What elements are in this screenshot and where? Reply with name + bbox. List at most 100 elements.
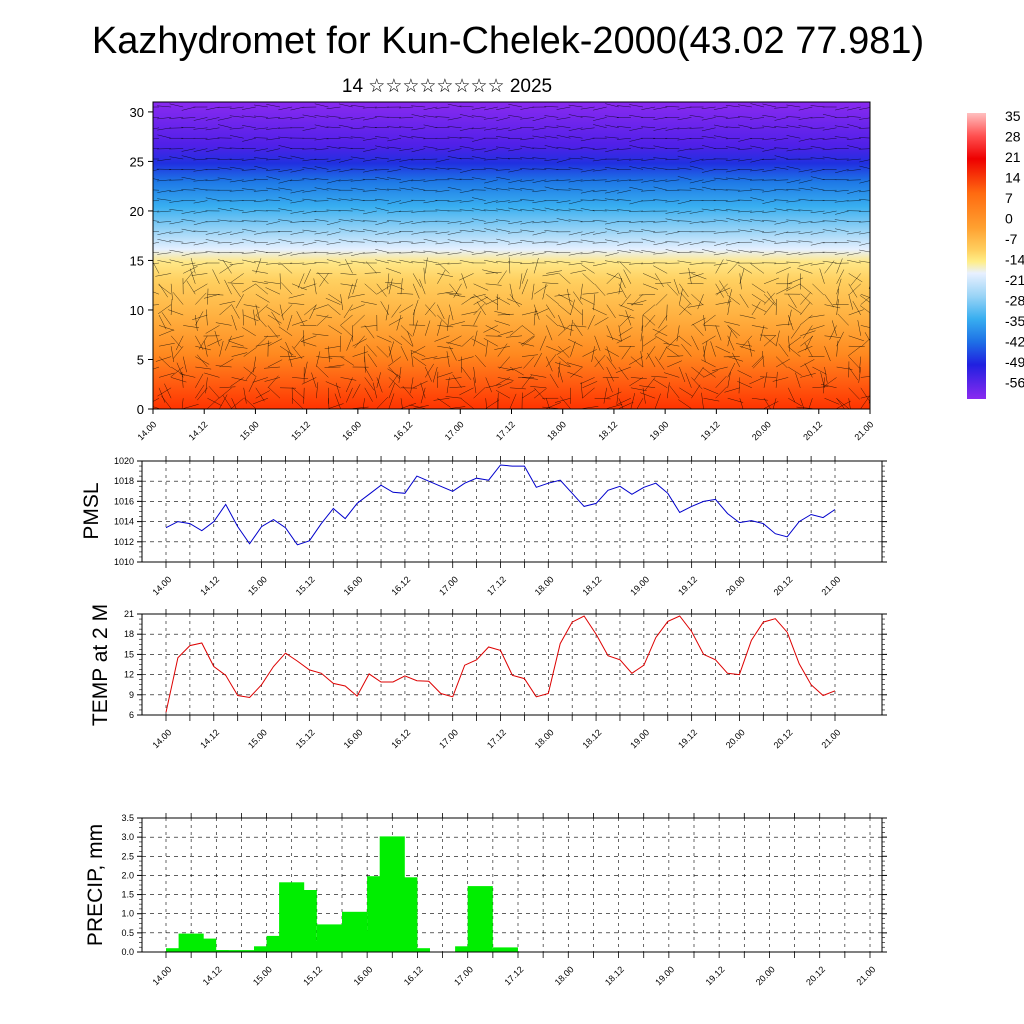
wind-barb [776, 266, 791, 274]
wind-barb [153, 231, 160, 233]
wind-barb [473, 366, 476, 383]
wind-barb [812, 366, 827, 375]
wind-barb [495, 219, 510, 222]
wind-barb [521, 389, 536, 399]
wind-barb [253, 137, 268, 139]
wind-barb [725, 209, 740, 212]
wind-barb [787, 387, 796, 403]
wind-barb [496, 127, 510, 131]
wind-barb [846, 137, 861, 140]
wind-barb [266, 199, 281, 201]
wind-barb [447, 335, 462, 344]
precip-bar [216, 950, 242, 952]
wind-barb [726, 249, 740, 253]
wind-barb [630, 377, 647, 380]
wind-barb [824, 366, 828, 383]
wind-barb [264, 281, 281, 285]
wind-barb [629, 210, 644, 212]
wind-barb [798, 198, 813, 201]
wind-barb [697, 294, 704, 310]
wind-barb [677, 148, 692, 152]
wind-barb [241, 169, 256, 171]
wind-barb [556, 106, 571, 110]
wind-barb [484, 106, 498, 111]
wind-barb [266, 169, 281, 171]
colorbar-label: 7 [1005, 190, 1013, 206]
wind-barb [737, 381, 753, 389]
wind-barb [483, 117, 498, 120]
wind-barb [848, 366, 859, 381]
wind-barb [449, 293, 466, 298]
wind-barb [471, 240, 486, 243]
wind-barb [532, 200, 547, 204]
wind-barb [314, 239, 329, 243]
wind-barb [737, 210, 752, 213]
wind-barb [762, 137, 777, 141]
wind-barb [824, 335, 841, 338]
wind-barb [653, 231, 668, 233]
wind-barb [750, 228, 765, 233]
wind-barb [193, 230, 208, 233]
wind-barb [181, 398, 184, 409]
wind-barb [568, 200, 583, 205]
wind-barb [786, 148, 801, 152]
wind-barb [861, 338, 870, 347]
wind-barb [689, 179, 704, 184]
wind-barb [204, 372, 220, 378]
wind-barb [741, 335, 753, 349]
precip-frame [141, 817, 883, 953]
wind-barb [217, 241, 232, 244]
wind-barb [175, 335, 184, 351]
chart-subtitle: 14 ☆☆☆☆☆☆☆☆ 2025 [342, 76, 552, 97]
wind-barb [354, 335, 365, 349]
y-tick-label: 2.5 [121, 851, 134, 861]
wind-barb [252, 309, 257, 326]
wind-barb [362, 229, 377, 233]
wind-barb [605, 189, 619, 194]
wind-barb [848, 356, 860, 369]
wind-barb [248, 377, 257, 392]
wind-barb [316, 366, 329, 378]
wind-barb [338, 124, 353, 129]
wind-barb [509, 294, 520, 308]
wind-barb [198, 335, 208, 350]
wind-barb [437, 269, 446, 284]
wind-barb [387, 259, 402, 264]
wind-barb [326, 188, 341, 191]
wind-barb [229, 179, 244, 183]
wind-barb [278, 156, 293, 160]
wind-barb [170, 299, 173, 316]
wind-barb [629, 166, 644, 170]
wind-barb [873, 343, 881, 357]
wind-barb [483, 325, 498, 333]
wind-barb [362, 137, 377, 141]
wind-barb [266, 117, 281, 119]
x-tick-label: 17.12 [485, 727, 508, 750]
wind-barb [241, 158, 256, 161]
wind-barb [302, 262, 317, 265]
wind-barb [580, 239, 595, 243]
wind-barb [288, 293, 305, 299]
wind-barb [158, 342, 175, 347]
wind-barb [800, 359, 815, 368]
wind-barb [350, 104, 365, 108]
wind-barb [387, 241, 402, 244]
wind-barb [313, 278, 317, 295]
wind-barb [290, 262, 305, 264]
wind-barb [604, 348, 619, 357]
wind-barb [380, 301, 390, 316]
wind-barb [301, 377, 317, 385]
wind-barb [762, 158, 777, 160]
wind-barb [659, 346, 668, 361]
wind-barb [242, 283, 256, 293]
wind-barb [545, 325, 553, 341]
wind-barb [689, 158, 704, 163]
wind-barb [435, 189, 450, 193]
wind-barb [243, 366, 257, 377]
wind-barb [822, 241, 837, 244]
wind-barb [701, 241, 716, 243]
x-tick-label: 19.00 [628, 574, 651, 597]
wind-barb [556, 117, 571, 120]
wind-barb [267, 375, 279, 388]
wind-barb [205, 179, 220, 181]
